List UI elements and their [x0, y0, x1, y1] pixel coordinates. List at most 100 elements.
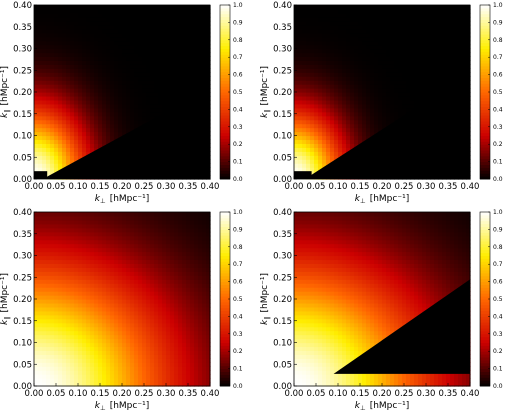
- heatmap-cell: [170, 72, 175, 77]
- x-tick-label: 0.25: [135, 182, 154, 192]
- y-tick-label: 0.40: [273, 1, 292, 11]
- heatmap-cell: [174, 72, 179, 77]
- heatmap-cell: [78, 32, 83, 38]
- heatmap-cell: [354, 123, 359, 129]
- heatmap-cell: [382, 92, 387, 97]
- heatmap-cell: [198, 24, 203, 30]
- heatmap-cell: [50, 28, 55, 34]
- heatmap-cell: [390, 8, 395, 14]
- heatmap-cell: [90, 314, 95, 320]
- heatmap-cell: [38, 64, 43, 69]
- heatmap-cell: [126, 24, 131, 30]
- heatmap-cell: [50, 171, 55, 176]
- heatmap-cell: [58, 163, 63, 168]
- heatmap-cell: [58, 354, 63, 359]
- heatmap-cell: [66, 103, 71, 109]
- heatmap-cell: [70, 350, 75, 355]
- heatmap-cell: [114, 36, 119, 42]
- heatmap-cell: [186, 64, 191, 69]
- heatmap-cell: [118, 5, 123, 10]
- heatmap-cell: [414, 76, 419, 81]
- heatmap-cell: [190, 84, 195, 89]
- heatmap-cell: [426, 20, 431, 26]
- heatmap-cell: [454, 68, 459, 73]
- heatmap-cell: [370, 119, 375, 125]
- heatmap-cell: [446, 5, 451, 10]
- heatmap-cell: [78, 267, 83, 272]
- heatmap-cell: [46, 255, 51, 261]
- heatmap-cell: [174, 24, 179, 30]
- heatmap-cell: [78, 107, 83, 113]
- heatmap-cell: [62, 99, 67, 105]
- heatmap-cell: [34, 115, 39, 121]
- heatmap-cell: [82, 95, 87, 101]
- colorbar-segment: [220, 94, 230, 99]
- heatmap-cell: [418, 44, 423, 50]
- heatmap-cell: [202, 40, 207, 46]
- heatmap-cell: [382, 111, 387, 117]
- heatmap-cell: [42, 92, 47, 97]
- heatmap-cell: [362, 80, 367, 85]
- heatmap-cell: [158, 64, 163, 69]
- heatmap-cell: [410, 103, 415, 109]
- heatmap-cell: [378, 40, 383, 46]
- heatmap-cell: [102, 287, 107, 292]
- heatmap-cell: [46, 56, 51, 61]
- heatmap-cell: [54, 99, 59, 105]
- heatmap-cell: [386, 72, 391, 77]
- heatmap-cell: [110, 342, 115, 348]
- heatmap-cell: [62, 119, 67, 125]
- heatmap-cell: [162, 12, 167, 18]
- heatmap-cell: [102, 115, 107, 121]
- heatmap-cell: [110, 350, 115, 355]
- heatmap-cell: [450, 44, 455, 50]
- heatmap-cell: [326, 76, 331, 81]
- heatmap-cell: [78, 378, 83, 383]
- heatmap-cell: [134, 68, 139, 73]
- heatmap-cell: [178, 72, 183, 77]
- heatmap-cell: [434, 60, 439, 65]
- heatmap-cell: [382, 5, 387, 10]
- heatmap-cell: [102, 366, 107, 371]
- heatmap-cell: [178, 20, 183, 26]
- heatmap-cell: [122, 76, 127, 81]
- heatmap-cell: [142, 76, 147, 81]
- heatmap-cell: [50, 52, 55, 57]
- heatmap-cell: [298, 56, 303, 61]
- heatmap-cell: [422, 76, 427, 81]
- heatmap-cell: [58, 88, 63, 93]
- heatmap-cell: [310, 44, 315, 50]
- heatmap-cell: [382, 36, 387, 42]
- heatmap-cell: [130, 28, 135, 34]
- heatmap-cell: [54, 8, 59, 14]
- heatmap-cell: [94, 338, 99, 344]
- heatmap-cell: [74, 24, 79, 30]
- heatmap-cell: [410, 16, 415, 22]
- heatmap-cell: [122, 123, 127, 129]
- heatmap-cell: [402, 16, 407, 22]
- heatmap-cell: [94, 271, 99, 276]
- heatmap-cell: [62, 28, 67, 34]
- heatmap-cell: [90, 5, 95, 10]
- heatmap-cell: [158, 20, 163, 26]
- colorbar-segment: [220, 19, 230, 23]
- heatmap-cell: [62, 231, 67, 237]
- heatmap-cell: [410, 99, 415, 105]
- heatmap-cell: [62, 326, 67, 332]
- heatmap-cell: [206, 16, 211, 22]
- heatmap-cell: [58, 338, 63, 344]
- heatmap-cell: [38, 223, 43, 229]
- heatmap-cell: [54, 314, 59, 320]
- heatmap-cell: [110, 382, 115, 387]
- heatmap-cell: [126, 103, 131, 109]
- heatmap-cell: [70, 354, 75, 359]
- heatmap-cell: [94, 72, 99, 77]
- heatmap-cell: [178, 24, 183, 30]
- heatmap-cell: [66, 215, 71, 221]
- heatmap-cell: [322, 111, 327, 117]
- heatmap-cell: [54, 80, 59, 85]
- heatmap-cell: [58, 362, 63, 367]
- heatmap-cell: [322, 16, 327, 22]
- heatmap-cell: [378, 92, 383, 97]
- heatmap-cell: [38, 215, 43, 221]
